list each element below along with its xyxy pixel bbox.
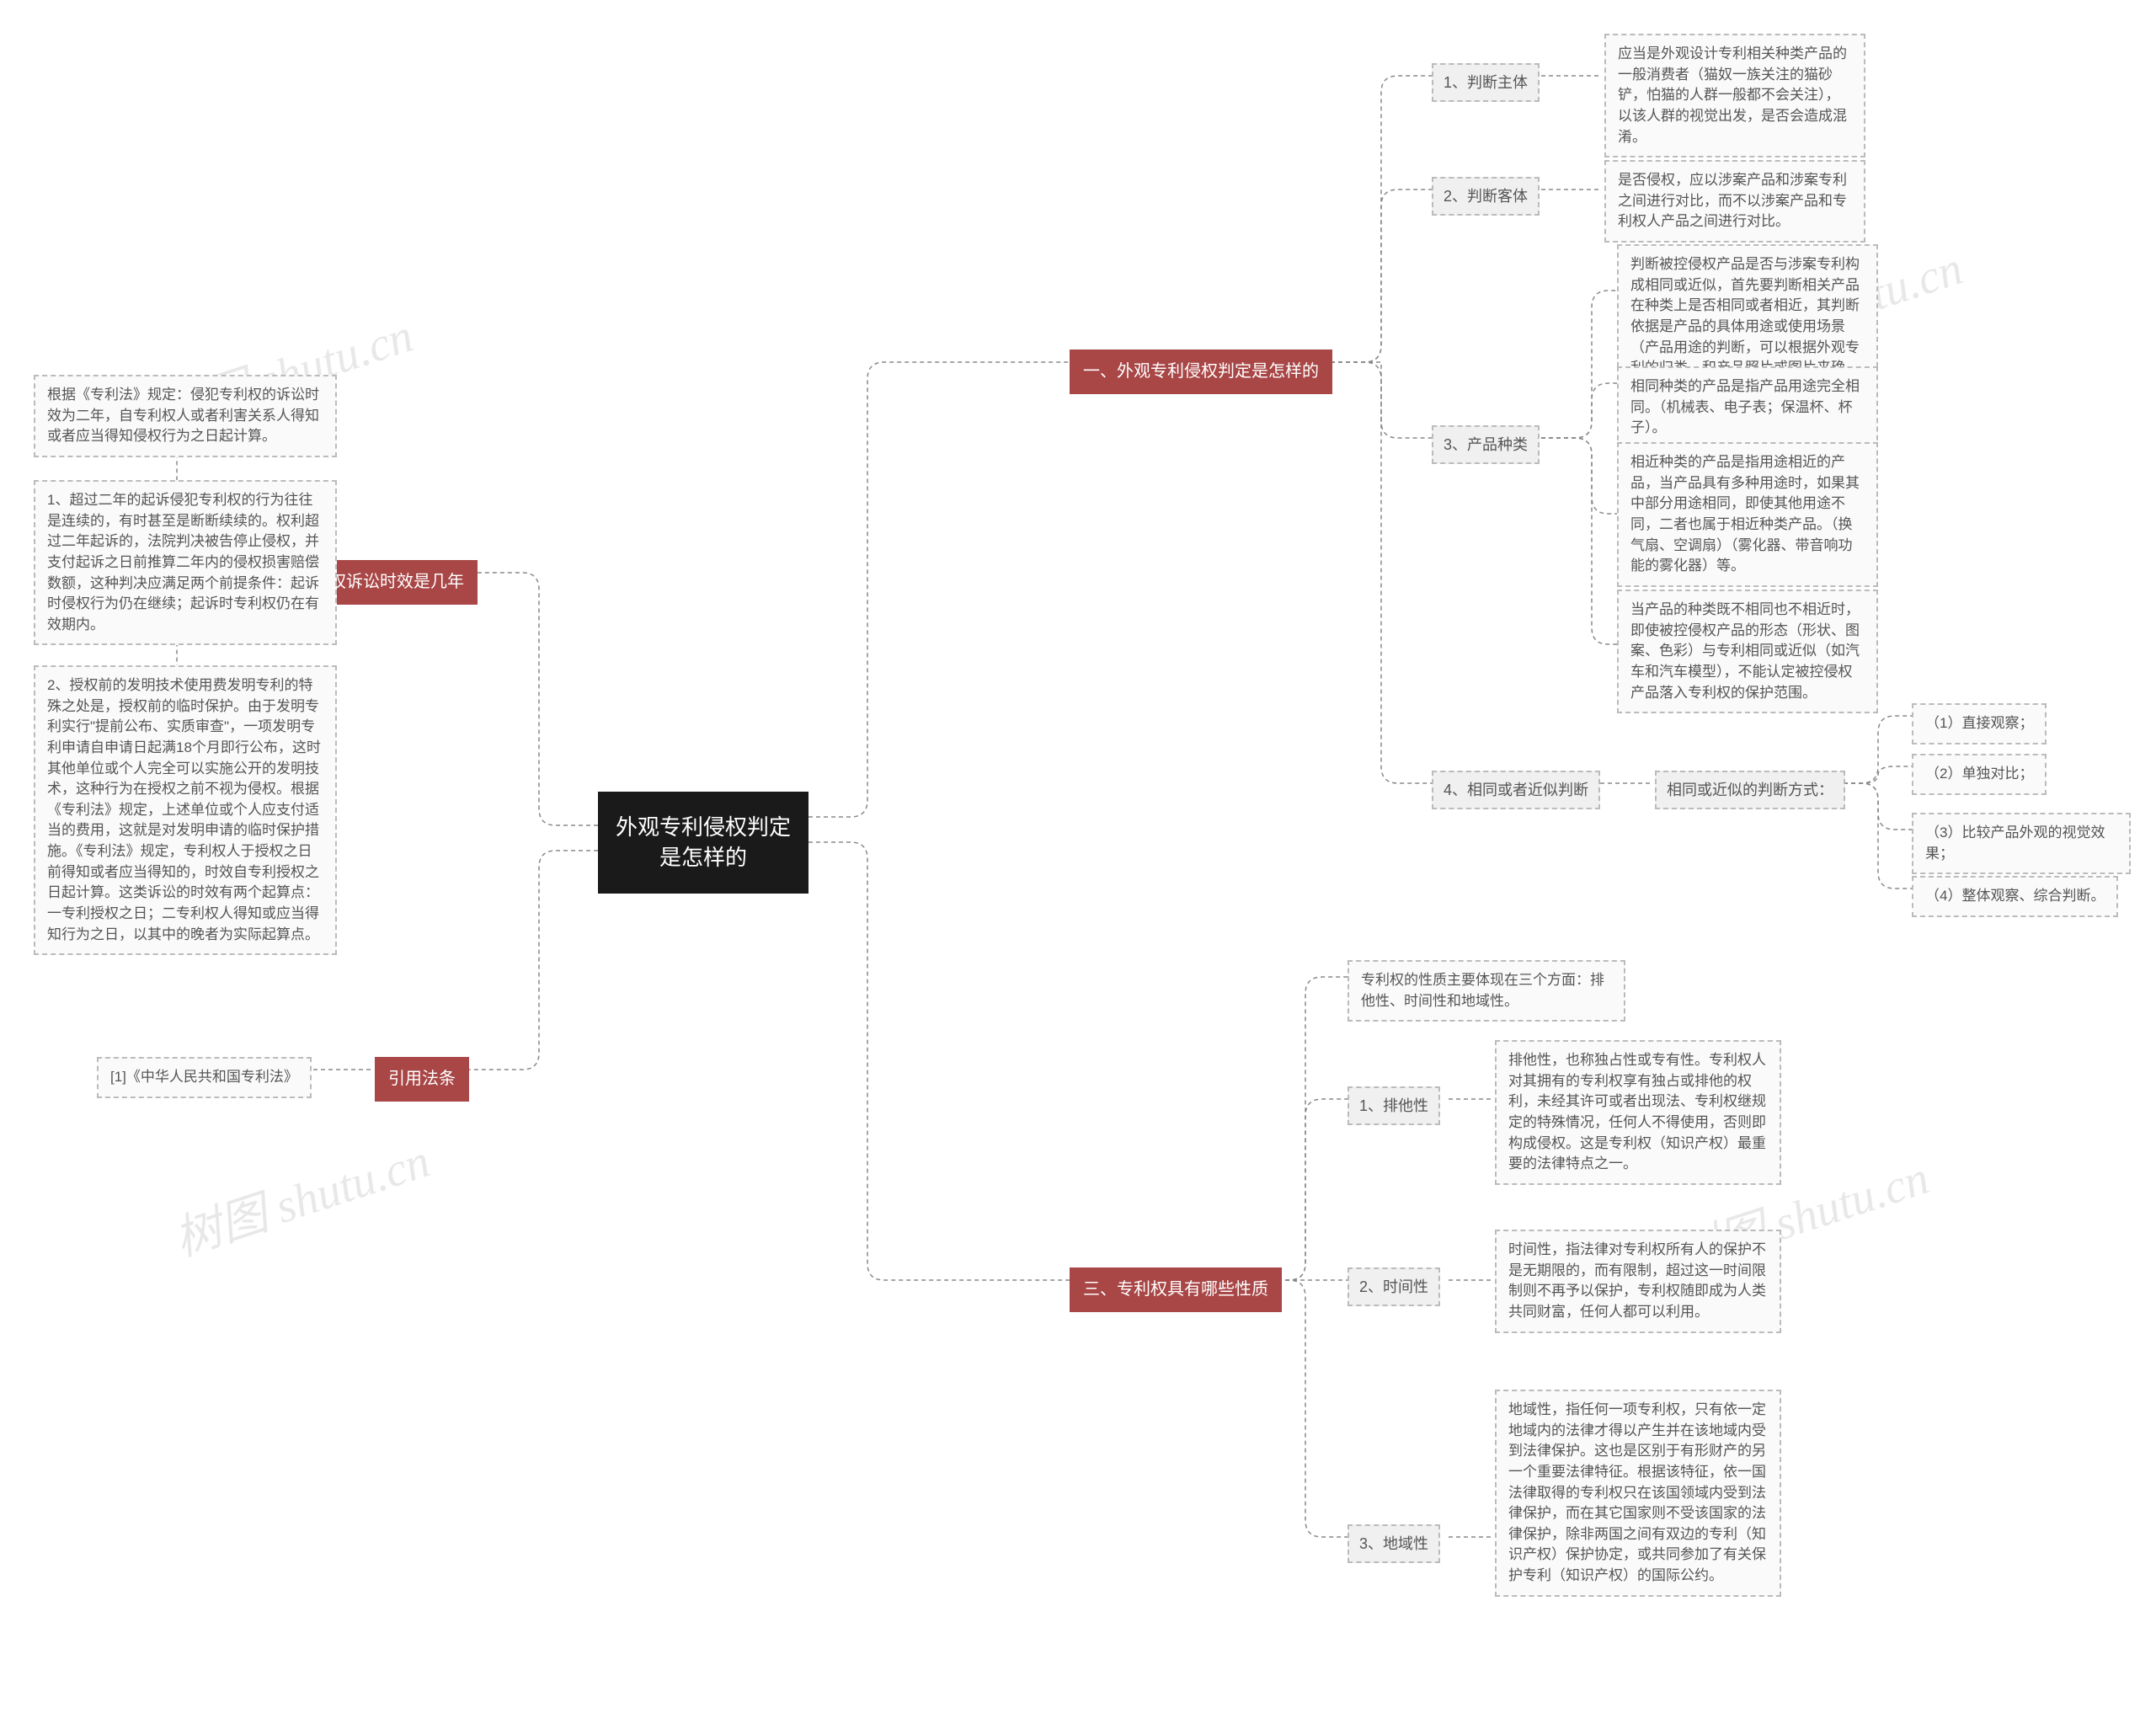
b1-sub-4-leaf-2: （3）比较产品外观的视觉效果； <box>1912 813 2131 874</box>
branch-4: 引用法条 <box>375 1057 469 1102</box>
b3-sub-1: 1、排他性 <box>1348 1086 1440 1125</box>
b2-leaf-1: 1、超过二年的起诉侵犯专利权的行为往往是连续的，有时甚至是断断续续的。权利超过二… <box>34 480 337 645</box>
b1-sub-4-leaf-1: （2）单独对比； <box>1912 754 2047 795</box>
b2-leaf-2: 2、授权前的发明技术使用费发明专利的特殊之处是，授权前的临时保护。由于发明专利实… <box>34 665 337 955</box>
b3-sub-3-leaf: 地域性，指任何一项专利权，只有依一定地域内的法律才得以产生并在该地域内受到法律保… <box>1495 1390 1781 1597</box>
b1-sub-3-leaf-1: 相同种类的产品是指产品用途完全相同。（机械表、电子表；保温杯、杯子）。 <box>1617 366 1878 449</box>
b3-sub-1-leaf: 排他性，也称独占性或专有性。专利权人对其拥有的专利权享有独占或排他的权利，未经其… <box>1495 1040 1781 1185</box>
root-node: 外观专利侵权判定是怎样的 <box>598 792 808 894</box>
b1-sub-1: 1、判断主体 <box>1432 63 1540 102</box>
mindmap-canvas: 树图 shutu.cn 树图 shutu.cn 树图 shutu.cn 树图 s… <box>0 0 2156 1713</box>
branch-1: 一、外观专利侵权判定是怎样的 <box>1070 350 1332 394</box>
b3-sub-3: 3、地域性 <box>1348 1524 1440 1563</box>
b1-sub-4: 4、相同或者近似判断 <box>1432 771 1600 809</box>
b2-leaf-0: 根据《专利法》规定：侵犯专利权的诉讼时效为二年，自专利权人或者利害关系人得知或者… <box>34 375 337 457</box>
b1-sub-3-leaf-2: 相近种类的产品是指用途相近的产品，当产品具有多种用途时，如果其中部分用途相同，即… <box>1617 442 1878 587</box>
b3-sub-2: 2、时间性 <box>1348 1267 1440 1306</box>
b3-sub-2-leaf: 时间性，指法律对专利权所有人的保护不是无期限的，而有限制，超过这一时间限制则不再… <box>1495 1230 1781 1333</box>
b1-sub-2: 2、判断客体 <box>1432 177 1540 216</box>
b1-sub-2-leaf: 是否侵权，应以涉案产品和涉案专利之间进行对比，而不以涉案产品和专利权人产品之间进… <box>1604 160 1865 243</box>
branch-3: 三、专利权具有哪些性质 <box>1070 1267 1282 1312</box>
b1-sub-4-mid: 相同或近似的判断方式： <box>1655 771 1845 809</box>
b1-sub-4-leaf-0: （1）直接观察； <box>1912 703 2047 744</box>
b1-sub-3-leaf-3: 当产品的种类既不相同也不相近时，即使被控侵权产品的形态（形状、图案、色彩）与专利… <box>1617 590 1878 713</box>
b1-sub-4-leaf-3: （4）整体观察、综合判断。 <box>1912 876 2118 917</box>
watermark: 树图 shutu.cn <box>164 1123 437 1269</box>
b4-leaf: [1]《中华人民共和国专利法》 <box>97 1057 312 1098</box>
b1-sub-3: 3、产品种类 <box>1432 425 1540 464</box>
b1-sub-1-leaf: 应当是外观设计专利相关种类产品的一般消费者（猫奴一族关注的猫砂铲，怕猫的人群一般… <box>1604 34 1865 157</box>
b3-intro: 专利权的性质主要体现在三个方面：排他性、时间性和地域性。 <box>1348 960 1625 1022</box>
